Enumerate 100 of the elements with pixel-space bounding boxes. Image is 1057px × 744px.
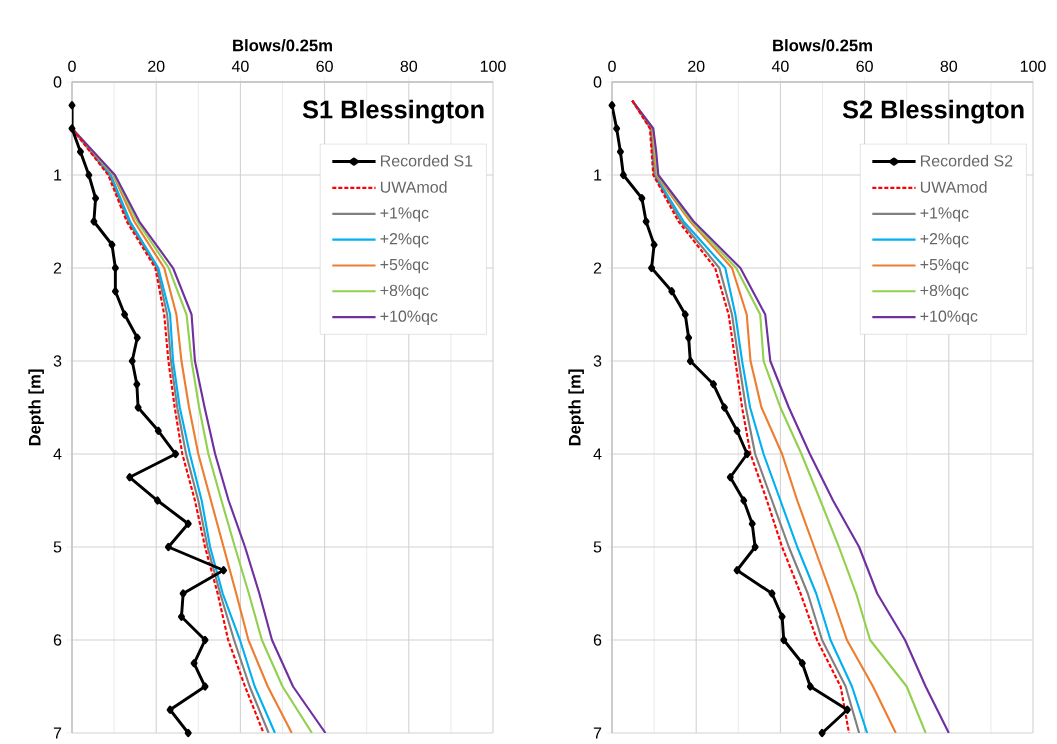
point — [751, 542, 759, 552]
x-tick-label: 100 — [1020, 60, 1046, 72]
y-tick-label: 2 — [53, 262, 62, 274]
legend-label: +10%qc — [920, 310, 978, 326]
point — [733, 566, 741, 575]
point — [778, 612, 786, 621]
y-tick-label: 3 — [53, 355, 62, 367]
point — [616, 147, 624, 156]
point — [806, 682, 814, 691]
point — [685, 333, 693, 342]
legend-title: S1 Blessington — [302, 99, 484, 124]
x-tick-label: 60 — [856, 60, 873, 72]
legend-label: +5%qc — [920, 258, 969, 274]
y-tick-label: 3 — [593, 355, 602, 367]
point — [134, 403, 142, 412]
y-tick-label: 2 — [593, 262, 602, 274]
y-axis-title: Depth [m] — [28, 369, 44, 446]
point — [111, 287, 119, 296]
point — [798, 659, 806, 668]
point — [111, 263, 119, 273]
point — [613, 124, 621, 133]
legend-label: Recorded S1 — [381, 154, 473, 167]
point — [608, 101, 616, 110]
point — [201, 682, 209, 691]
point — [164, 542, 172, 552]
legend-label: +8%qc — [380, 284, 429, 300]
x-tick-label: 20 — [148, 60, 165, 72]
y-tick-label: 6 — [593, 634, 602, 646]
y-tick-label: 5 — [593, 541, 602, 553]
legend-title: S2 Blessington — [842, 99, 1024, 124]
legend-label: +5%qc — [380, 258, 429, 274]
x-tick-label: 0 — [68, 60, 76, 72]
x-tick-label: 60 — [316, 60, 333, 72]
point — [184, 519, 192, 528]
x-tick-label: 0 — [608, 60, 616, 72]
point — [154, 426, 162, 435]
y-tick-label: 0 — [53, 76, 62, 88]
point — [126, 473, 134, 482]
legend-label: Recorded S2 — [921, 154, 1013, 167]
point — [85, 170, 93, 180]
point — [686, 356, 694, 366]
point — [726, 473, 734, 482]
point — [108, 240, 116, 249]
x-tick-label: 40 — [231, 60, 249, 72]
point — [843, 705, 851, 714]
legend-label: +8%qc — [920, 284, 969, 300]
point — [201, 635, 209, 645]
point — [733, 426, 741, 435]
point — [220, 566, 228, 575]
legend-label: +2%qc — [920, 233, 969, 248]
point — [190, 659, 198, 668]
point — [681, 310, 689, 319]
point — [780, 635, 788, 645]
legend-label: +10%qc — [380, 310, 438, 326]
point — [121, 310, 129, 319]
point — [740, 496, 748, 505]
point — [768, 589, 776, 598]
point — [720, 403, 728, 412]
point — [743, 449, 751, 459]
point — [133, 380, 141, 389]
y-tick-label: 7 — [53, 727, 62, 739]
point — [648, 263, 656, 273]
x-axis-title: Blows/0.25m — [233, 39, 332, 52]
legend-label: UWAmod — [380, 181, 447, 193]
x-tick-label: 80 — [400, 60, 418, 72]
y-tick-label: 0 — [593, 76, 602, 88]
legend-label: +1%qc — [920, 207, 969, 222]
x-tick-label: 80 — [940, 60, 958, 72]
point — [68, 124, 76, 133]
legend-label: +2%qc — [380, 233, 429, 248]
y-tick-label: 1 — [594, 169, 602, 181]
y-tick-label: 4 — [593, 448, 602, 460]
y-tick-label: 4 — [53, 448, 62, 460]
y-tick-label: 1 — [54, 169, 62, 181]
point — [710, 380, 717, 389]
point — [638, 194, 646, 203]
point — [68, 101, 76, 110]
x-tick-label: 20 — [688, 60, 705, 72]
y-tick-label: 6 — [53, 634, 62, 646]
y-axis-title: Depth [m] — [568, 369, 584, 446]
point — [92, 194, 100, 203]
point — [642, 217, 650, 226]
x-tick-label: 100 — [480, 60, 506, 72]
legend-label: UWAmod — [920, 181, 987, 193]
point — [90, 217, 98, 226]
point — [619, 170, 627, 180]
point — [154, 496, 161, 505]
y-tick-label: 5 — [53, 541, 62, 553]
y-tick-label: 7 — [593, 727, 602, 739]
point — [133, 333, 141, 342]
point — [650, 240, 658, 249]
point — [76, 147, 84, 156]
point — [166, 705, 174, 714]
point — [177, 612, 185, 621]
x-axis-title: Blows/0.25m — [773, 39, 872, 52]
point — [748, 519, 756, 528]
point — [128, 356, 136, 366]
point — [668, 287, 676, 296]
point — [179, 589, 187, 598]
x-tick-label: 40 — [771, 60, 789, 72]
